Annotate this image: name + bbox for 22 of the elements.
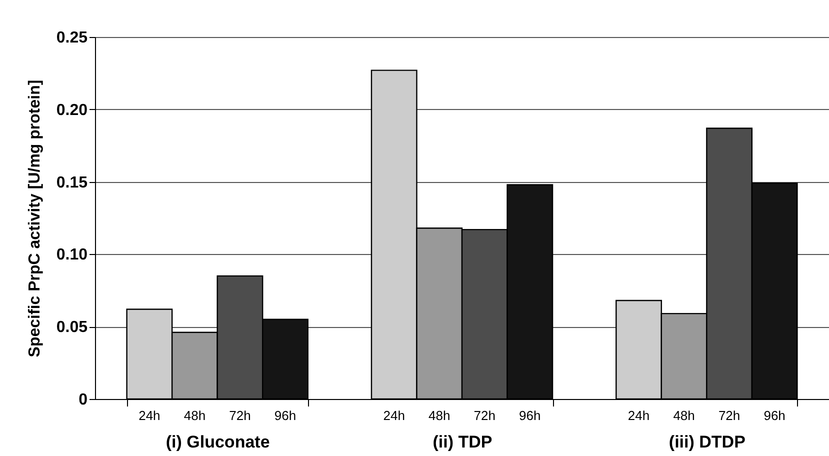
text: 96h	[764, 408, 786, 423]
text: 24h	[383, 408, 405, 423]
series-label: 96h	[274, 408, 296, 423]
y-axis-title: Specific PrpC activity [U/mg protein]	[26, 80, 44, 358]
x-tick-label: (iii) DTDP	[668, 432, 746, 452]
text: 48h	[673, 408, 695, 423]
text: 48h	[428, 408, 450, 423]
y-tick-label: 0.25	[56, 30, 88, 46]
series-label: 48h	[184, 408, 206, 423]
series-label: 24h	[138, 408, 160, 423]
y-tick-label: 0.15	[56, 174, 88, 192]
series-label: 72h	[229, 408, 251, 423]
x-tick-label: (i) Gluconate	[166, 432, 270, 452]
y-tick-label: 0.10	[56, 246, 88, 264]
text: 96h	[519, 408, 541, 423]
text: 24h	[628, 408, 650, 423]
y-tick-label: 0.05	[56, 319, 88, 336]
text: 72h	[718, 408, 740, 423]
y-tick-label: 0	[78, 392, 88, 408]
text: 72h	[474, 408, 496, 423]
y-tick-label: 0.20	[56, 102, 88, 119]
x-tick-label: (ii) TDP	[432, 432, 492, 452]
